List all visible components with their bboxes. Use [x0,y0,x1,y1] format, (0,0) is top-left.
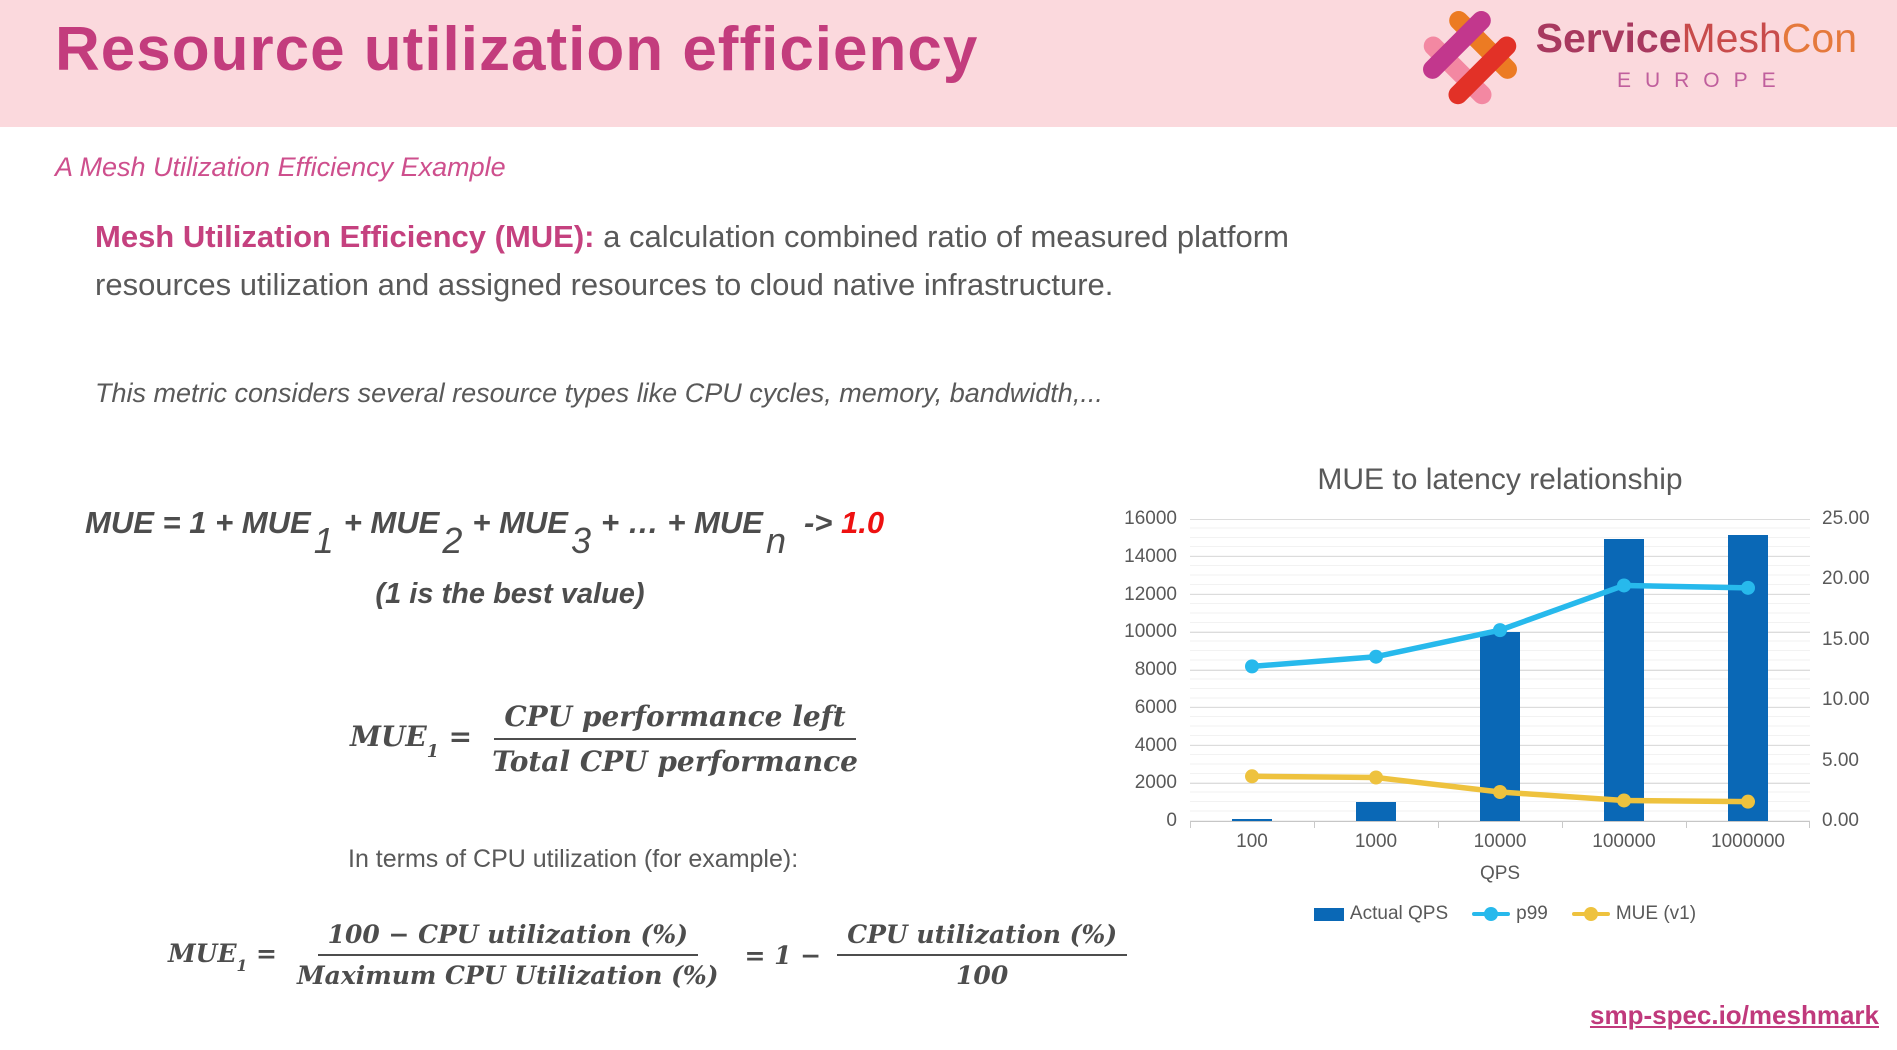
legend-label: p99 [1516,903,1548,924]
meshmark-link[interactable]: smp-spec.io/meshmark [1589,1000,1879,1030]
gridline [1190,594,1810,595]
x-axis-tick [1190,821,1191,828]
right-axis-tick-label: 15.00 [1822,628,1870,650]
x-axis-category-label: 1000 [1354,831,1398,852]
servicemeshcon-weave-icon [1418,6,1522,110]
left-axis-tick-label: 2000 [1134,772,1177,794]
mue-latency-chart: MUE to latency relationship 0 2000 4000 600… [1115,455,1895,960]
logo-region: EUROPE [1616,69,1790,92]
legend-line-swatch-icon [1472,907,1511,921]
left-axis-tick-label: 4000 [1134,734,1177,756]
right-axis-tick-label: 25.00 [1822,508,1870,529]
right-axis-tick-label: 0.00 [1822,810,1859,831]
x-axis-tick [1809,821,1810,828]
page-title: Resource utilization efficiency [55,15,979,84]
x-axis-tick [1562,821,1563,828]
fraction: CPU utilization (%) 100 [837,920,1128,990]
metric-note: This metric considers several resource t… [95,378,1103,408]
x-axis-tick [1438,821,1439,828]
legend-item-actual-qps: Actual QPS [1313,903,1449,925]
right-axis-labels: 0.00 5.00 10.00 15.00 20.00 25.00 [1822,508,1892,831]
left-axis-labels: 0 2000 4000 6000 8000 10000 12000 14000 16000 [1115,508,1177,831]
legend-line-swatch-icon [1571,907,1610,921]
brand-name: ServiceMeshCon [1535,15,1857,61]
chart-title: MUE to latency relationship [1317,463,1683,496]
x-axis-labels: 100 1000 10000 100000 1000000 [1190,831,1810,857]
mue-sum-formula: MUE = 1 + MUE1 + MUE2 + MUE3 + … + MUEn -> 1… [85,505,885,561]
legend-item-p99: p99 [1472,903,1548,925]
cpu-terms-label: In terms of CPU utilization (for example… [348,845,799,873]
mue1-formula: MUE1 = CPU performance left Total CPU pe… [350,700,878,778]
left-axis-tick-label: 16000 [1124,508,1177,529]
x-axis-category-label: 10000 [1473,831,1527,852]
gridline [1190,820,1810,822]
bar-actual-qps [1356,802,1396,821]
fraction: 100 − CPU utilization (%) Maximum CPU Ut… [297,920,719,990]
left-axis-tick-label: 12000 [1124,583,1177,605]
legend-label: MUE (v1) [1615,903,1697,924]
x-axis-tick [1686,821,1687,828]
intro-rest: a calculation combined ratio of measured… [95,219,1289,303]
line-p99 [1245,578,1755,674]
fraction: CPU performance left Total CPU performan… [492,700,858,778]
legend-bar-swatch-icon [1313,907,1344,921]
intro-lead: Mesh Utilization Efficiency (MUE): [95,219,595,254]
x-axis-category-label: 100 [1236,831,1268,852]
right-axis-tick-label: 5.00 [1822,749,1859,771]
servicemeshcon-logo: ServiceMeshCon EUROPE [1418,6,1857,110]
bar-actual-qps [1232,819,1272,821]
left-axis-tick-label: 8000 [1134,659,1177,680]
target-value: 1.0 [841,505,885,540]
gridline [1190,518,1810,520]
mue1-cpu-formula: MUE1 = 100 − CPU utilization (%) Maximum… [168,920,1137,990]
legend-label: Actual QPS [1349,903,1449,924]
x-axis-category-label: 1000000 [1711,831,1785,852]
left-axis-tick-label: 6000 [1134,696,1177,718]
x-axis-title: QPS [1479,863,1521,884]
right-axis-tick-label: 20.00 [1822,568,1870,590]
x-axis-tick [1314,821,1315,828]
slide-subtitle: A Mesh Utilization Efficiency Example [55,152,506,182]
gridline [1190,556,1810,558]
header-band: Resource utilization efficiency ServiceM… [0,0,1897,127]
best-value-note: (1 is the best value) [375,578,645,610]
legend-item-mue-v1-: MUE (v1) [1571,903,1697,925]
left-axis-tick-label: 10000 [1124,621,1177,643]
intro-paragraph: Mesh Utilization Efficiency (MUE): a cal… [95,213,1395,309]
x-axis-category-label: 100000 [1592,831,1656,852]
chart-plot [1190,518,1810,828]
logo-wordmark: ServiceMeshCon EUROPE [1536,18,1857,93]
left-axis-tick-label: 14000 [1124,545,1177,567]
chart-legend: Actual QPS p99 MUE (v1) [1115,903,1895,925]
right-axis-tick-label: 10.00 [1822,689,1870,711]
left-axis-tick-label: 0 [1166,810,1177,831]
line-mue-v1- [1245,769,1755,809]
